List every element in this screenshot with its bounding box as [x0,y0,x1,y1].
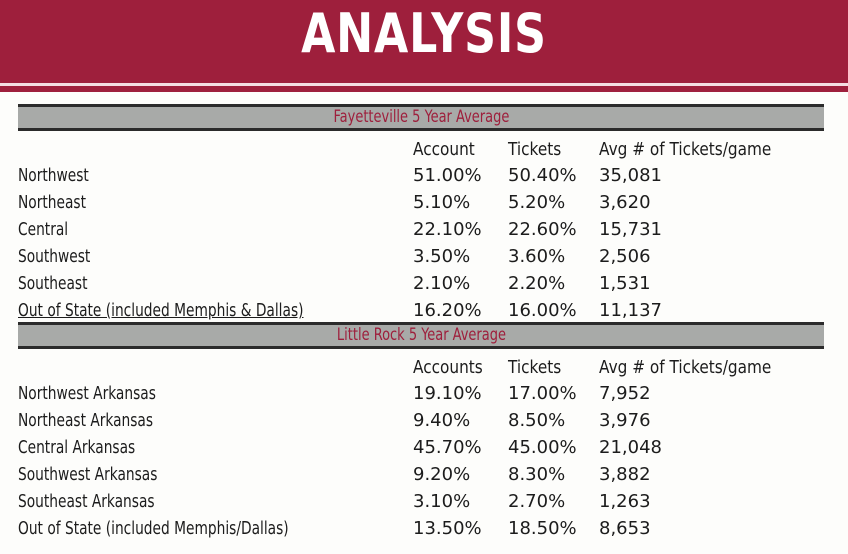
table-row: Central 22.10% 22.60% 15,731 [18,216,824,243]
avg-value: 3,882 [599,464,651,485]
table-row: Southeast Arkansas 3.10% 2.70% 1,263 [18,488,824,515]
avg-value: 11,137 [599,300,662,321]
region-label: Northwest Arkansas [18,383,156,404]
avg-value: 8,653 [599,518,651,539]
avg-value: 35,081 [599,165,662,186]
region-label: Southwest Arkansas [18,464,158,485]
avg-value: 2,506 [599,246,651,267]
tickets-value: 2.70% [508,491,566,512]
region-label: Out of State (included Memphis & Dallas) [18,300,304,321]
tickets-value: 8.50% [508,410,566,431]
region-label: Northeast [18,192,86,213]
table-row: Northeast Arkansas 9.40% 8.50% 3,976 [18,407,824,434]
account-value: 9.40% [413,410,471,431]
avg-value: 7,952 [599,383,651,404]
account-value: 5.10% [413,192,471,213]
header-stripe [0,83,848,86]
column-header-tickets: Tickets [508,357,562,378]
column-header-account: Account [413,139,475,160]
avg-value: 3,976 [599,410,651,431]
account-value: 3.10% [413,491,471,512]
tickets-value: 16.00% [508,300,577,321]
table-row: Out of State (included Memphis & Dallas)… [18,297,824,324]
account-value: 13.50% [413,518,482,539]
table-row: Northwest Arkansas 19.10% 17.00% 7,952 [18,380,824,407]
table-row: Out of State (included Memphis/Dallas) 1… [18,515,824,542]
tickets-value: 22.60% [508,219,577,240]
column-header-avg: Avg # of Tickets/game [599,357,772,378]
table-row: Central Arkansas 45.70% 45.00% 21,048 [18,434,824,461]
little-rock-column-headers: Accounts Tickets Avg # of Tickets/game [18,354,824,381]
avg-value: 3,620 [599,192,651,213]
region-label: Southeast Arkansas [18,491,155,512]
region-label: Southwest [18,246,91,267]
tickets-value: 50.40% [508,165,577,186]
tickets-value: 18.50% [508,518,577,539]
tickets-value: 2.20% [508,273,566,294]
avg-value: 21,048 [599,437,662,458]
little-rock-section-header: Little Rock 5 Year Average [18,322,824,349]
account-value: 16.20% [413,300,482,321]
table-row: Southwest Arkansas 9.20% 8.30% 3,882 [18,461,824,488]
tickets-value: 17.00% [508,383,577,404]
table-row: Southwest 3.50% 3.60% 2,506 [18,243,824,270]
avg-value: 1,531 [599,273,651,294]
account-value: 3.50% [413,246,471,267]
avg-value: 1,263 [599,491,651,512]
table-row: Southeast 2.10% 2.20% 1,531 [18,270,824,297]
account-value: 45.70% [413,437,482,458]
region-label: Northwest [18,165,89,186]
account-value: 9.20% [413,464,471,485]
region-label: Central [18,219,69,240]
table-row: Northeast 5.10% 5.20% 3,620 [18,189,824,216]
tickets-value: 5.20% [508,192,566,213]
column-header-tickets: Tickets [508,139,562,160]
fayetteville-column-headers: Account Tickets Avg # of Tickets/game [18,136,824,163]
avg-value: 15,731 [599,219,662,240]
account-value: 51.00% [413,165,482,186]
account-value: 22.10% [413,219,482,240]
tickets-value: 45.00% [508,437,577,458]
account-value: 19.10% [413,383,482,404]
region-label: Southeast [18,273,88,294]
column-header-accounts: Accounts [413,357,483,378]
table-row: Northwest 51.00% 50.40% 35,081 [18,162,824,189]
region-label: Northeast Arkansas [18,410,154,431]
little-rock-title: Little Rock 5 Year Average [336,325,506,345]
column-header-avg: Avg # of Tickets/game [599,139,772,160]
region-label: Central Arkansas [18,437,136,458]
tickets-value: 8.30% [508,464,566,485]
account-value: 2.10% [413,273,471,294]
tickets-value: 3.60% [508,246,566,267]
header-banner: ANALYSIS [0,0,848,92]
fayetteville-section-header: Fayetteville 5 Year Average [18,104,824,131]
region-label: Out of State (included Memphis/Dallas) [18,518,289,539]
fayetteville-title: Fayetteville 5 Year Average [333,107,509,127]
page-title: ANALYSIS [301,2,547,65]
